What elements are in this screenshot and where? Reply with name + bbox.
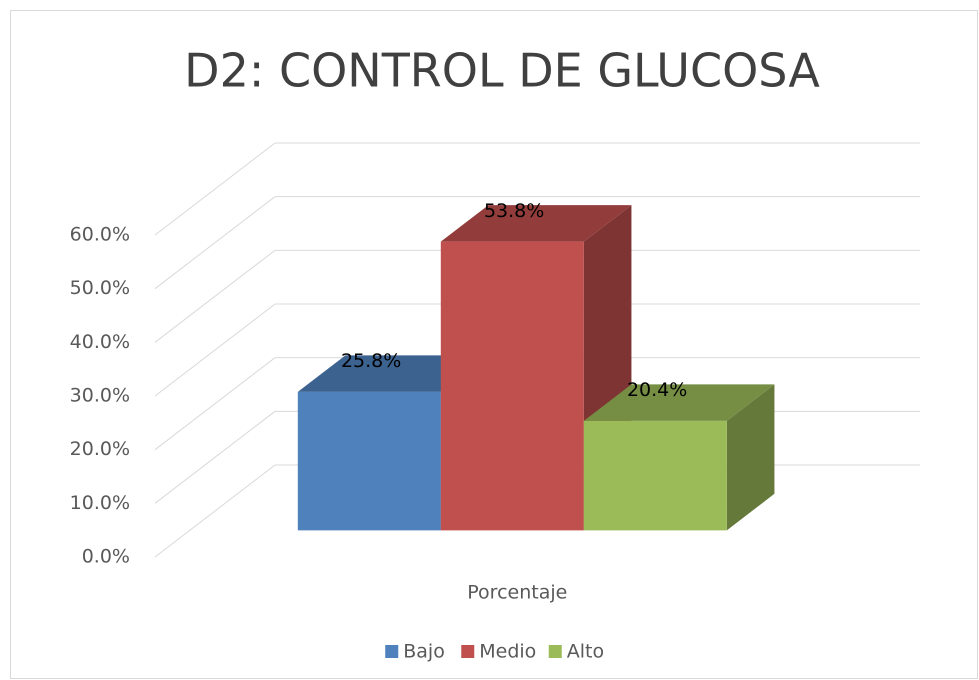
bar	[297, 391, 441, 531]
legend-label: Medio	[479, 641, 536, 663]
y-tick-label: 10.0%	[70, 492, 130, 514]
grid-line	[154, 196, 276, 290]
bar	[440, 241, 584, 531]
bar-side	[726, 384, 775, 531]
y-tick-label: 50.0%	[70, 277, 130, 299]
chart-title: D2: CONTROL DE GLUCOSA	[184, 44, 820, 98]
y-tick-label: 40.0%	[70, 331, 130, 353]
grid-line	[154, 464, 276, 558]
legend-swatch	[385, 645, 399, 658]
y-tick-label: 20.0%	[70, 438, 130, 460]
data-label: 25.8%	[341, 350, 401, 372]
x-tick-label: Porcentaje	[467, 582, 567, 604]
grid-line	[154, 357, 276, 451]
y-tick-label: 30.0%	[70, 385, 130, 407]
legend-label: Bajo	[403, 641, 445, 663]
data-label: 53.8%	[484, 200, 544, 222]
grid-line	[154, 303, 276, 397]
bar	[583, 420, 727, 531]
bar-top	[297, 355, 489, 392]
grid-line	[154, 142, 276, 236]
y-tick-label: 0.0%	[82, 546, 130, 568]
grid-line	[154, 249, 276, 343]
legend-swatch	[548, 645, 562, 658]
bar-top	[440, 205, 632, 242]
data-label: 20.4%	[627, 379, 687, 401]
legend-swatch	[461, 645, 475, 658]
legend-label: Alto	[567, 641, 604, 663]
bar-top	[583, 384, 775, 421]
y-tick-label: 60.0%	[70, 224, 130, 246]
grid-line	[154, 410, 276, 504]
